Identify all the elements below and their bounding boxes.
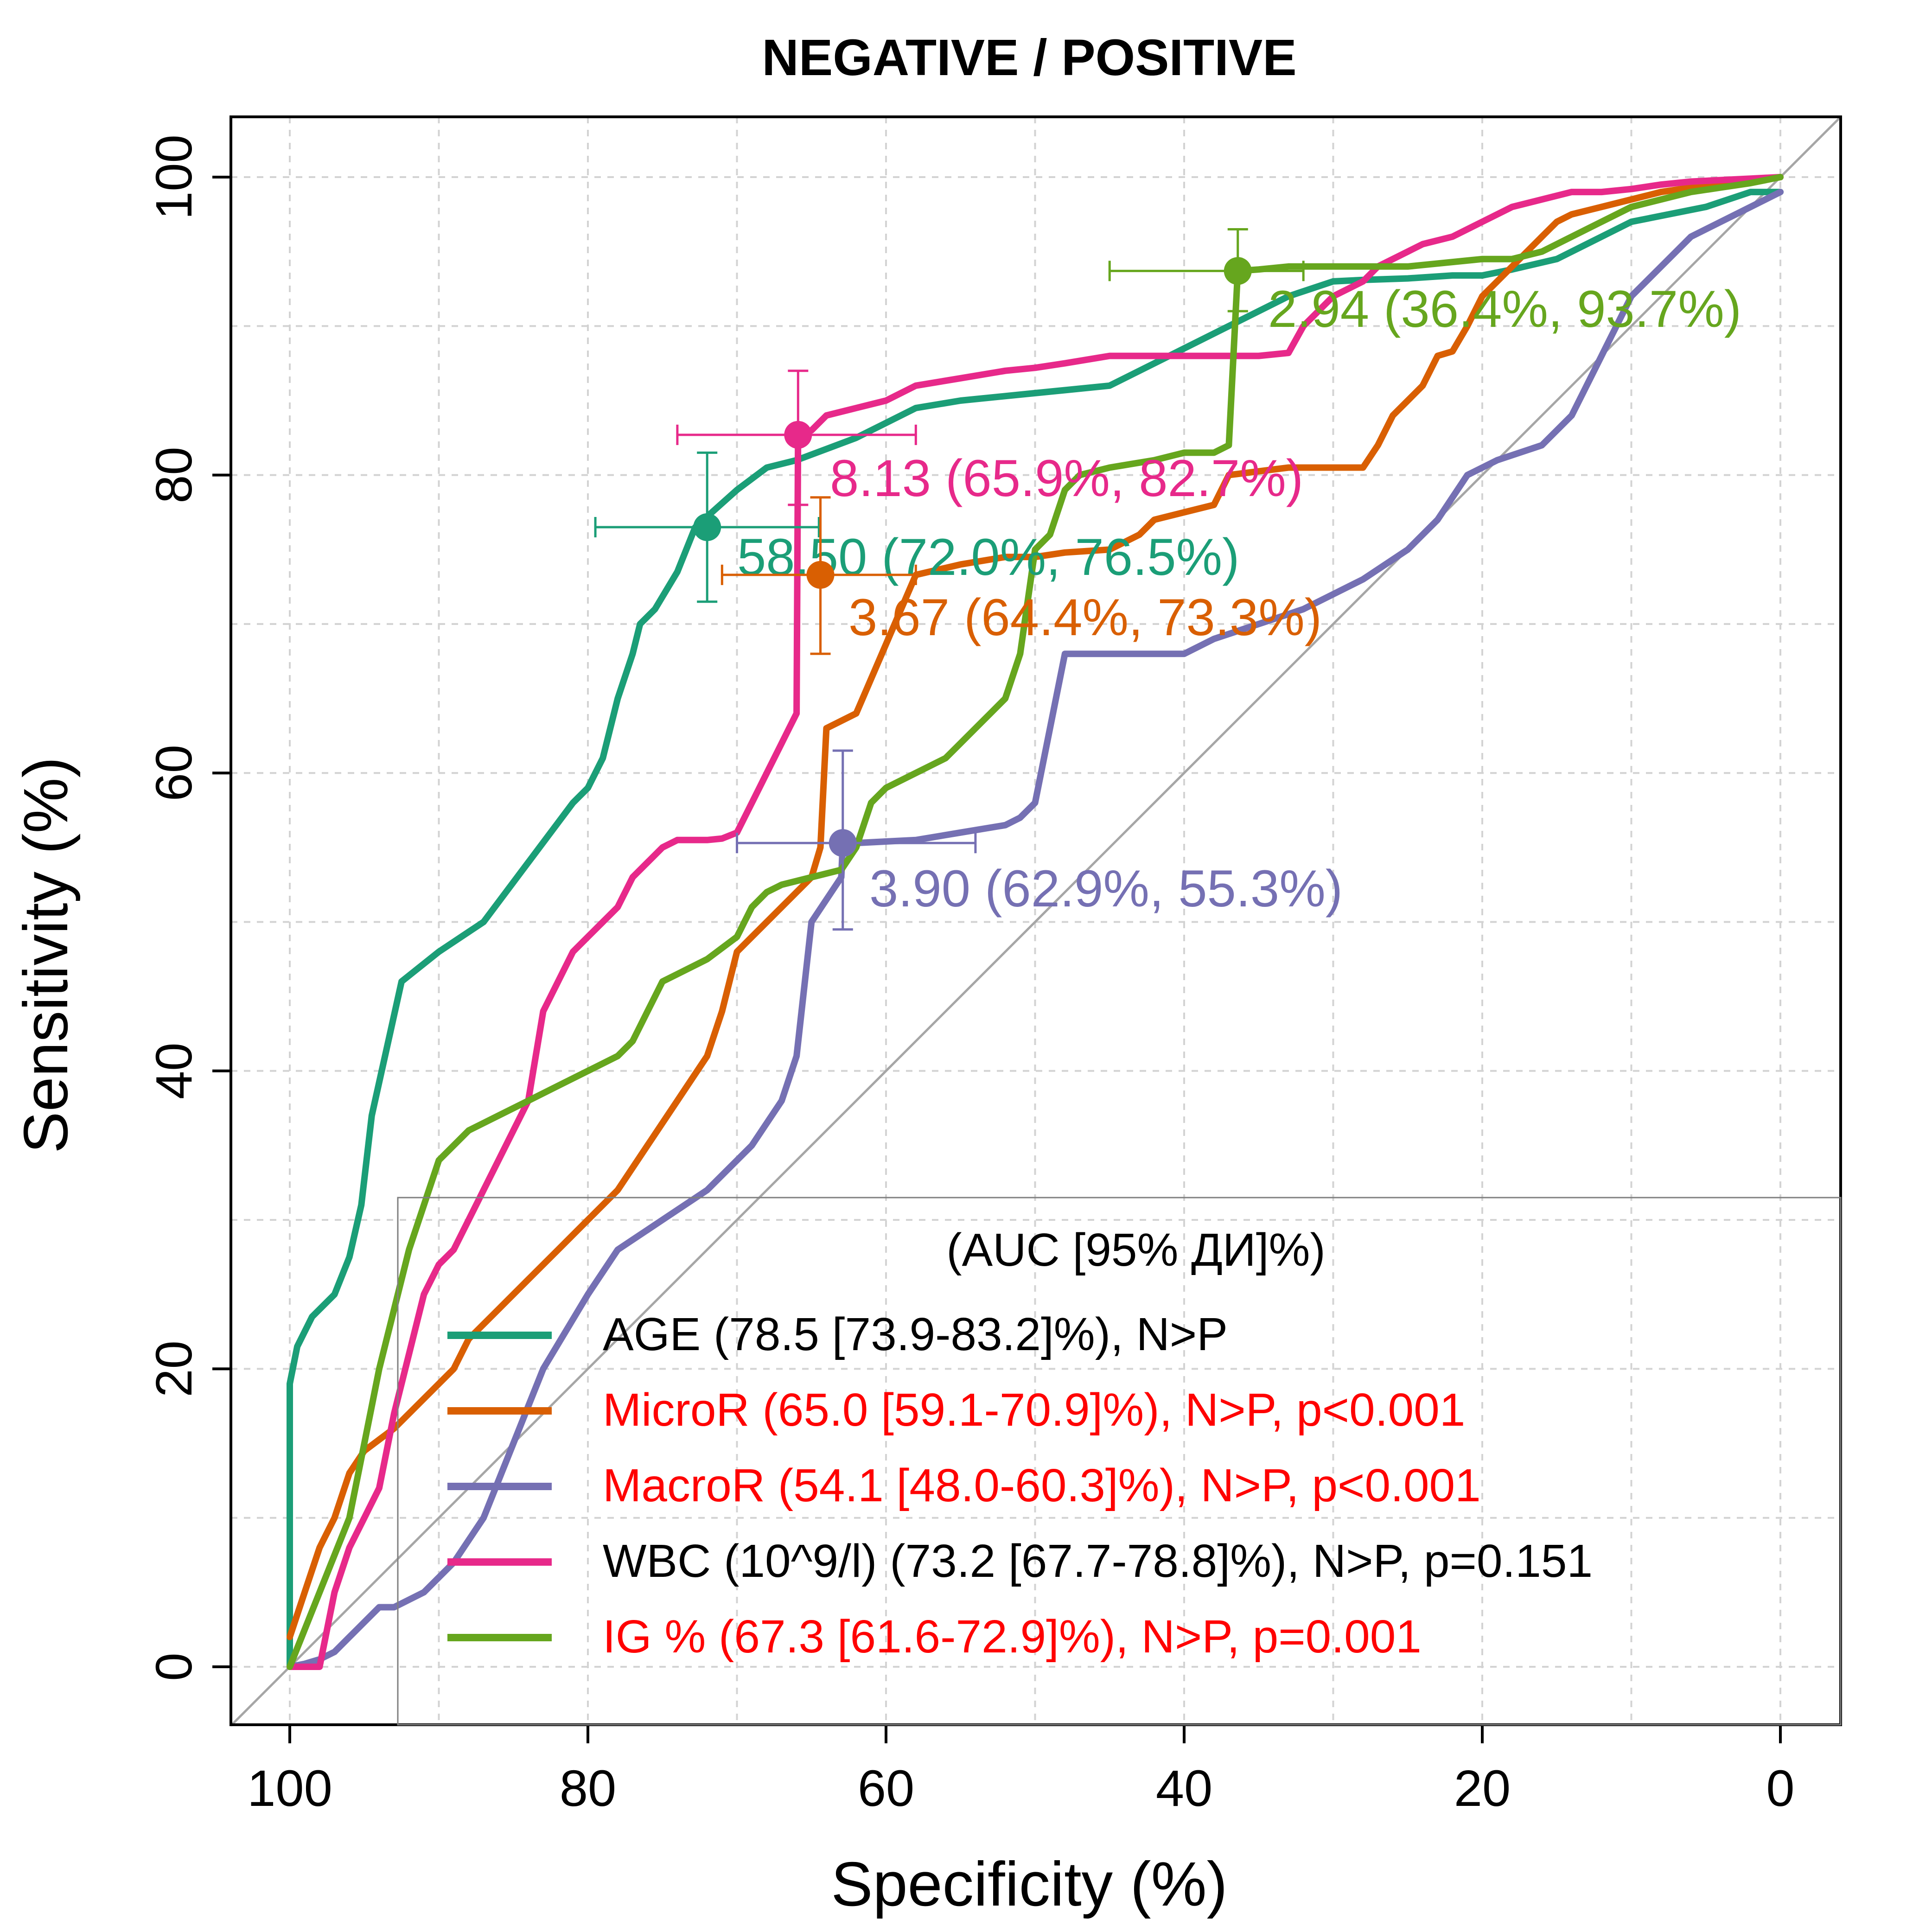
micror-roc-curve [287, 174, 1784, 1640]
wbc-threshold-label: 8.13 (65.9%, 82.7%) [830, 449, 1303, 507]
ig-legend-label: IG % (67.3 [61.6-72.9]%), N>P, p=0.001 [603, 1611, 1422, 1663]
age-threshold-point [693, 513, 721, 542]
wbc-threshold-point [784, 421, 812, 449]
wbc-threshold: 8.13 (65.9%, 82.7%) [676, 370, 1303, 507]
x-tick-label: 40 [1156, 1760, 1212, 1817]
micror-legend-label: MicroR (65.0 [59.1-70.9]%), N>P, p<0.001 [603, 1384, 1465, 1436]
threshold-markers: 58.50 (72.0%, 76.5%)3.67 (64.4%, 73.3%)3… [594, 228, 1741, 931]
age-roc-curve [287, 189, 1784, 1670]
y-tick-label: 20 [146, 1340, 203, 1397]
macror-threshold: 3.90 (62.9%, 55.3%) [736, 749, 1343, 931]
legend: (AUC [95% ДИ]%) AGE (78.5 [73.9-83.2]%),… [397, 1197, 1842, 1726]
micror-threshold-point [806, 561, 835, 589]
roc-curves [287, 174, 1784, 1670]
micror-threshold-label: 3.67 (64.4%, 73.3%) [848, 588, 1322, 646]
x-axis-label: Specificity (%) [831, 1849, 1227, 1919]
ig-threshold-point [1224, 257, 1252, 285]
macror-roc-curve [287, 189, 1784, 1670]
macror-threshold-point [829, 829, 857, 857]
y-tick-label: 60 [146, 745, 203, 801]
legend-title: (AUC [95% ДИ]%) [946, 1224, 1326, 1276]
age-legend-label: AGE (78.5 [73.9-83.2]%), N>P [603, 1308, 1228, 1360]
macror-threshold-label: 3.90 (62.9%, 55.3%) [869, 860, 1343, 918]
x-tick-label: 0 [1766, 1760, 1794, 1817]
chart-title: NEGATIVE / POSITIVE [762, 29, 1296, 86]
wbc-legend-label: WBC (10^9/l) (73.2 [67.7-78.8]%), N>P, p… [603, 1535, 1593, 1587]
x-tick-label: 20 [1454, 1760, 1511, 1817]
x-tick-label: 60 [858, 1760, 914, 1817]
ig-threshold: 2.94 (36.4%, 93.7%) [1108, 228, 1741, 338]
x-tick-label: 100 [247, 1760, 332, 1817]
ig-roc-curve [287, 174, 1784, 1670]
x-tick-label: 80 [560, 1760, 616, 1817]
legend-box [397, 1197, 1842, 1726]
micror-threshold: 3.67 (64.4%, 73.3%) [721, 496, 1322, 655]
y-tick-label: 0 [146, 1652, 203, 1681]
reference-diagonal [230, 116, 1842, 1727]
y-tick-label: 40 [146, 1043, 203, 1099]
y-axis-label: Sensitivity (%) [11, 757, 81, 1153]
y-tick-label: 80 [146, 446, 203, 503]
axes: 100 80 60 40 20 0 0 20 40 60 80 100 [146, 134, 1795, 1817]
y-tick-label: 100 [146, 134, 203, 220]
macror-legend-label: MacroR (54.1 [48.0-60.3]%), N>P, p<0.001 [603, 1460, 1481, 1511]
ig-threshold-label: 2.94 (36.4%, 93.7%) [1268, 280, 1741, 338]
